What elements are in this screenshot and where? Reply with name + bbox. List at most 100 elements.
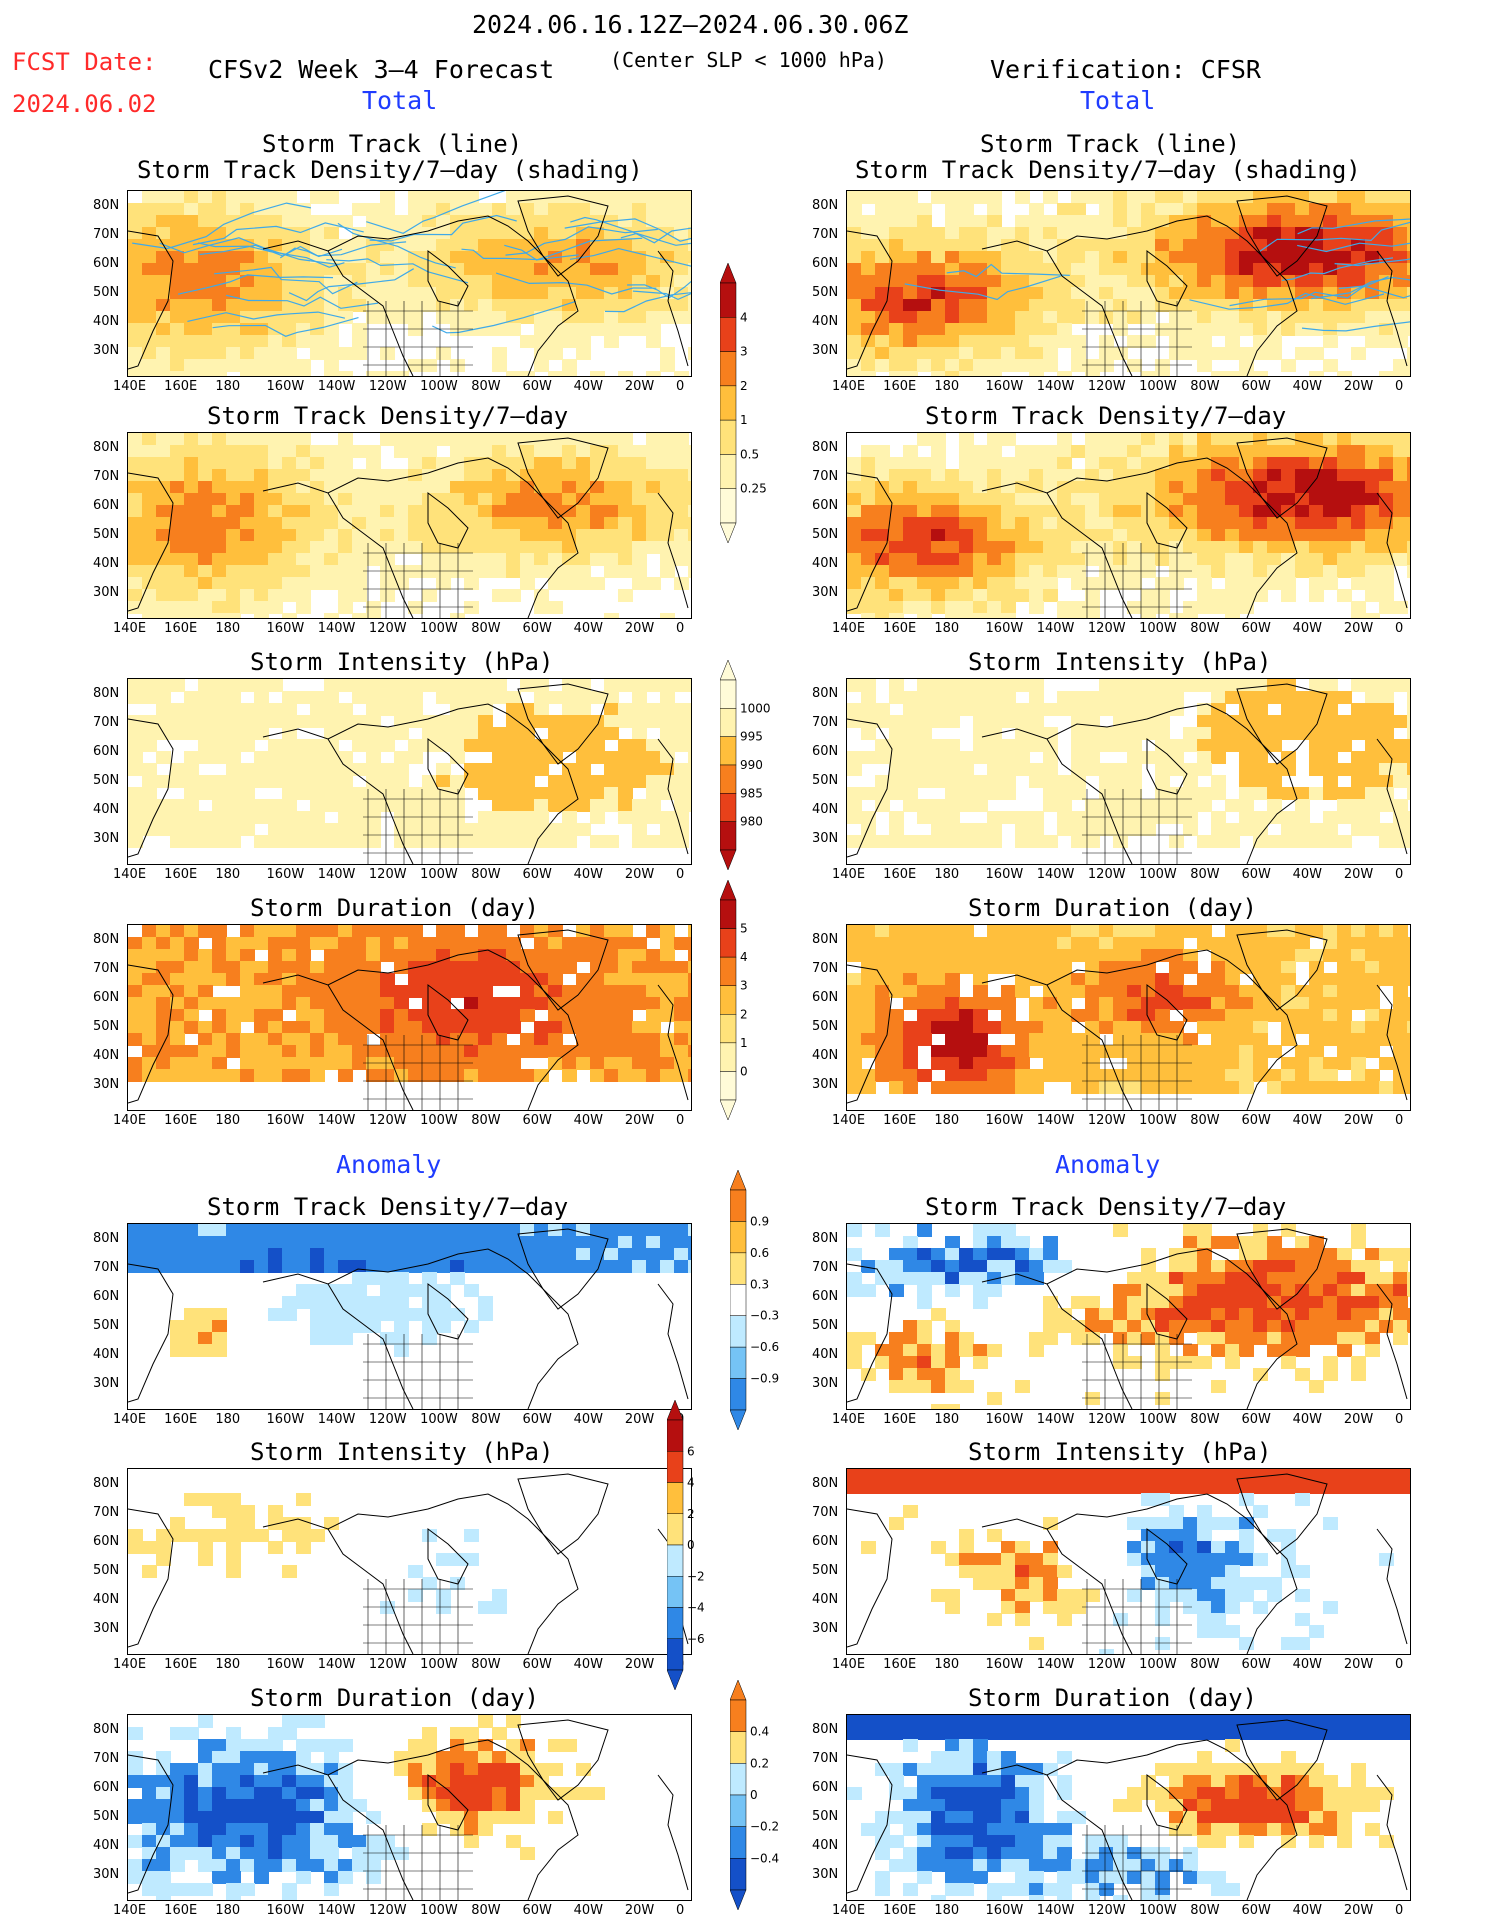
field-cell [478,1296,493,1309]
field-cell [1155,433,1170,446]
field-cell [254,493,269,506]
field-cell [1365,703,1380,716]
field-cell [1001,433,1016,446]
field-cell [1253,1069,1268,1082]
field-cell [931,493,946,506]
lat-tick-label: 60N [93,990,120,1005]
field-cell [296,811,311,824]
field-cell [590,323,605,336]
field-cell [408,239,423,252]
field-cell [450,985,465,998]
storm-track-line [1297,218,1410,235]
field-cell [380,1248,395,1261]
field-cell [548,691,563,704]
field-cell [945,469,960,482]
field-cell [1295,517,1310,530]
field-cell [1043,937,1058,950]
field-cell [506,835,521,848]
field-cell [436,553,451,566]
storm-track-line [1334,258,1410,267]
field-cell [1155,727,1170,740]
field-cell [548,949,563,962]
field-cell [903,191,918,204]
field-cell [212,799,227,812]
field-cell [903,925,918,938]
field-cell [506,517,521,530]
field-cell [1281,823,1296,836]
field-cell [1379,577,1394,590]
field-cell [184,251,199,264]
lon-tick-label: 100W [420,1412,458,1427]
field-cell [268,985,283,998]
field-cell [889,457,904,470]
field-cell [478,433,493,446]
field-cell [240,565,255,578]
field-cell [632,1057,647,1070]
field-cell [931,1248,946,1261]
field-cell [1211,1272,1226,1285]
field-cell [973,1272,988,1285]
field-cell [604,1069,619,1082]
field-cell [226,275,241,288]
coastline [262,457,579,618]
field-cell [1351,445,1366,458]
field-cell [889,1260,904,1273]
field-cell [1295,811,1310,824]
field-cell [198,1320,213,1333]
field-cell [945,589,960,602]
field-cell [847,577,862,590]
field-cell [562,823,577,836]
field-cell [562,445,577,458]
field-cell [324,445,339,458]
field-cell [1141,445,1156,458]
field-cell [917,215,932,228]
field-cell [688,251,691,264]
field-cell [562,985,577,998]
duration-map-verification [846,924,1411,1111]
field-cell [1267,715,1282,728]
field-cell [861,445,876,458]
field-cell [1211,227,1226,240]
field-cell [889,949,904,962]
lon-tick-label: 20W [624,867,655,882]
field-cell [548,601,563,614]
field-cell [604,763,619,776]
field-cell [1141,1296,1156,1309]
field-cell [366,371,381,376]
field-cell [1169,1296,1184,1309]
field-cell [450,937,465,950]
field-cell [1001,703,1016,716]
field-cell [959,359,974,372]
field-cell [240,371,255,376]
lon-tick-label: 80W [1190,379,1220,394]
field-cell [422,1057,437,1070]
field-cell [604,1248,619,1261]
field-cell [534,311,549,324]
field-cell [240,299,255,312]
field-cell [1393,601,1408,614]
field-cell [506,1009,521,1022]
field-cell [296,433,311,446]
field-cell [212,925,227,938]
lon-tick-label: 160W [985,379,1024,394]
field-cell [688,1021,691,1034]
field-cell [352,1021,367,1034]
field-cell [338,1057,353,1070]
field-cell [1281,925,1296,938]
field-cell [212,613,227,618]
field-cell [1281,715,1296,728]
field-cell [1183,311,1198,324]
field-cell [1379,1272,1394,1285]
field-cell [240,517,255,530]
field-cell [1169,577,1184,590]
field-cell [366,203,381,216]
field-cell [170,1224,185,1237]
field-cell [212,949,227,962]
field-cell [1211,275,1226,288]
field-cell [128,371,143,376]
field-cell [534,799,549,812]
field-cell [1099,359,1114,372]
field-cell [1351,505,1366,518]
field-cell [436,1069,451,1082]
field-cell [226,1248,241,1261]
